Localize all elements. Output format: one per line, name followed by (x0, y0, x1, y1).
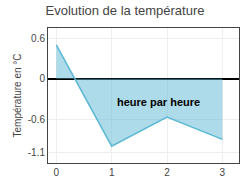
svg-text:3: 3 (220, 167, 226, 178)
svg-text:Evolution de la température: Evolution de la température (46, 3, 205, 18)
svg-text:0: 0 (39, 73, 45, 84)
svg-text:0: 0 (54, 167, 60, 178)
svg-text:-1.1: -1.1 (28, 147, 46, 158)
svg-text:1: 1 (109, 167, 115, 178)
svg-text:Température en °C: Température en °C (12, 53, 23, 137)
svg-text:0.6: 0.6 (31, 33, 45, 44)
svg-text:heure par heure: heure par heure (117, 96, 200, 108)
svg-text:2: 2 (164, 167, 170, 178)
svg-text:-0.6: -0.6 (28, 114, 46, 125)
